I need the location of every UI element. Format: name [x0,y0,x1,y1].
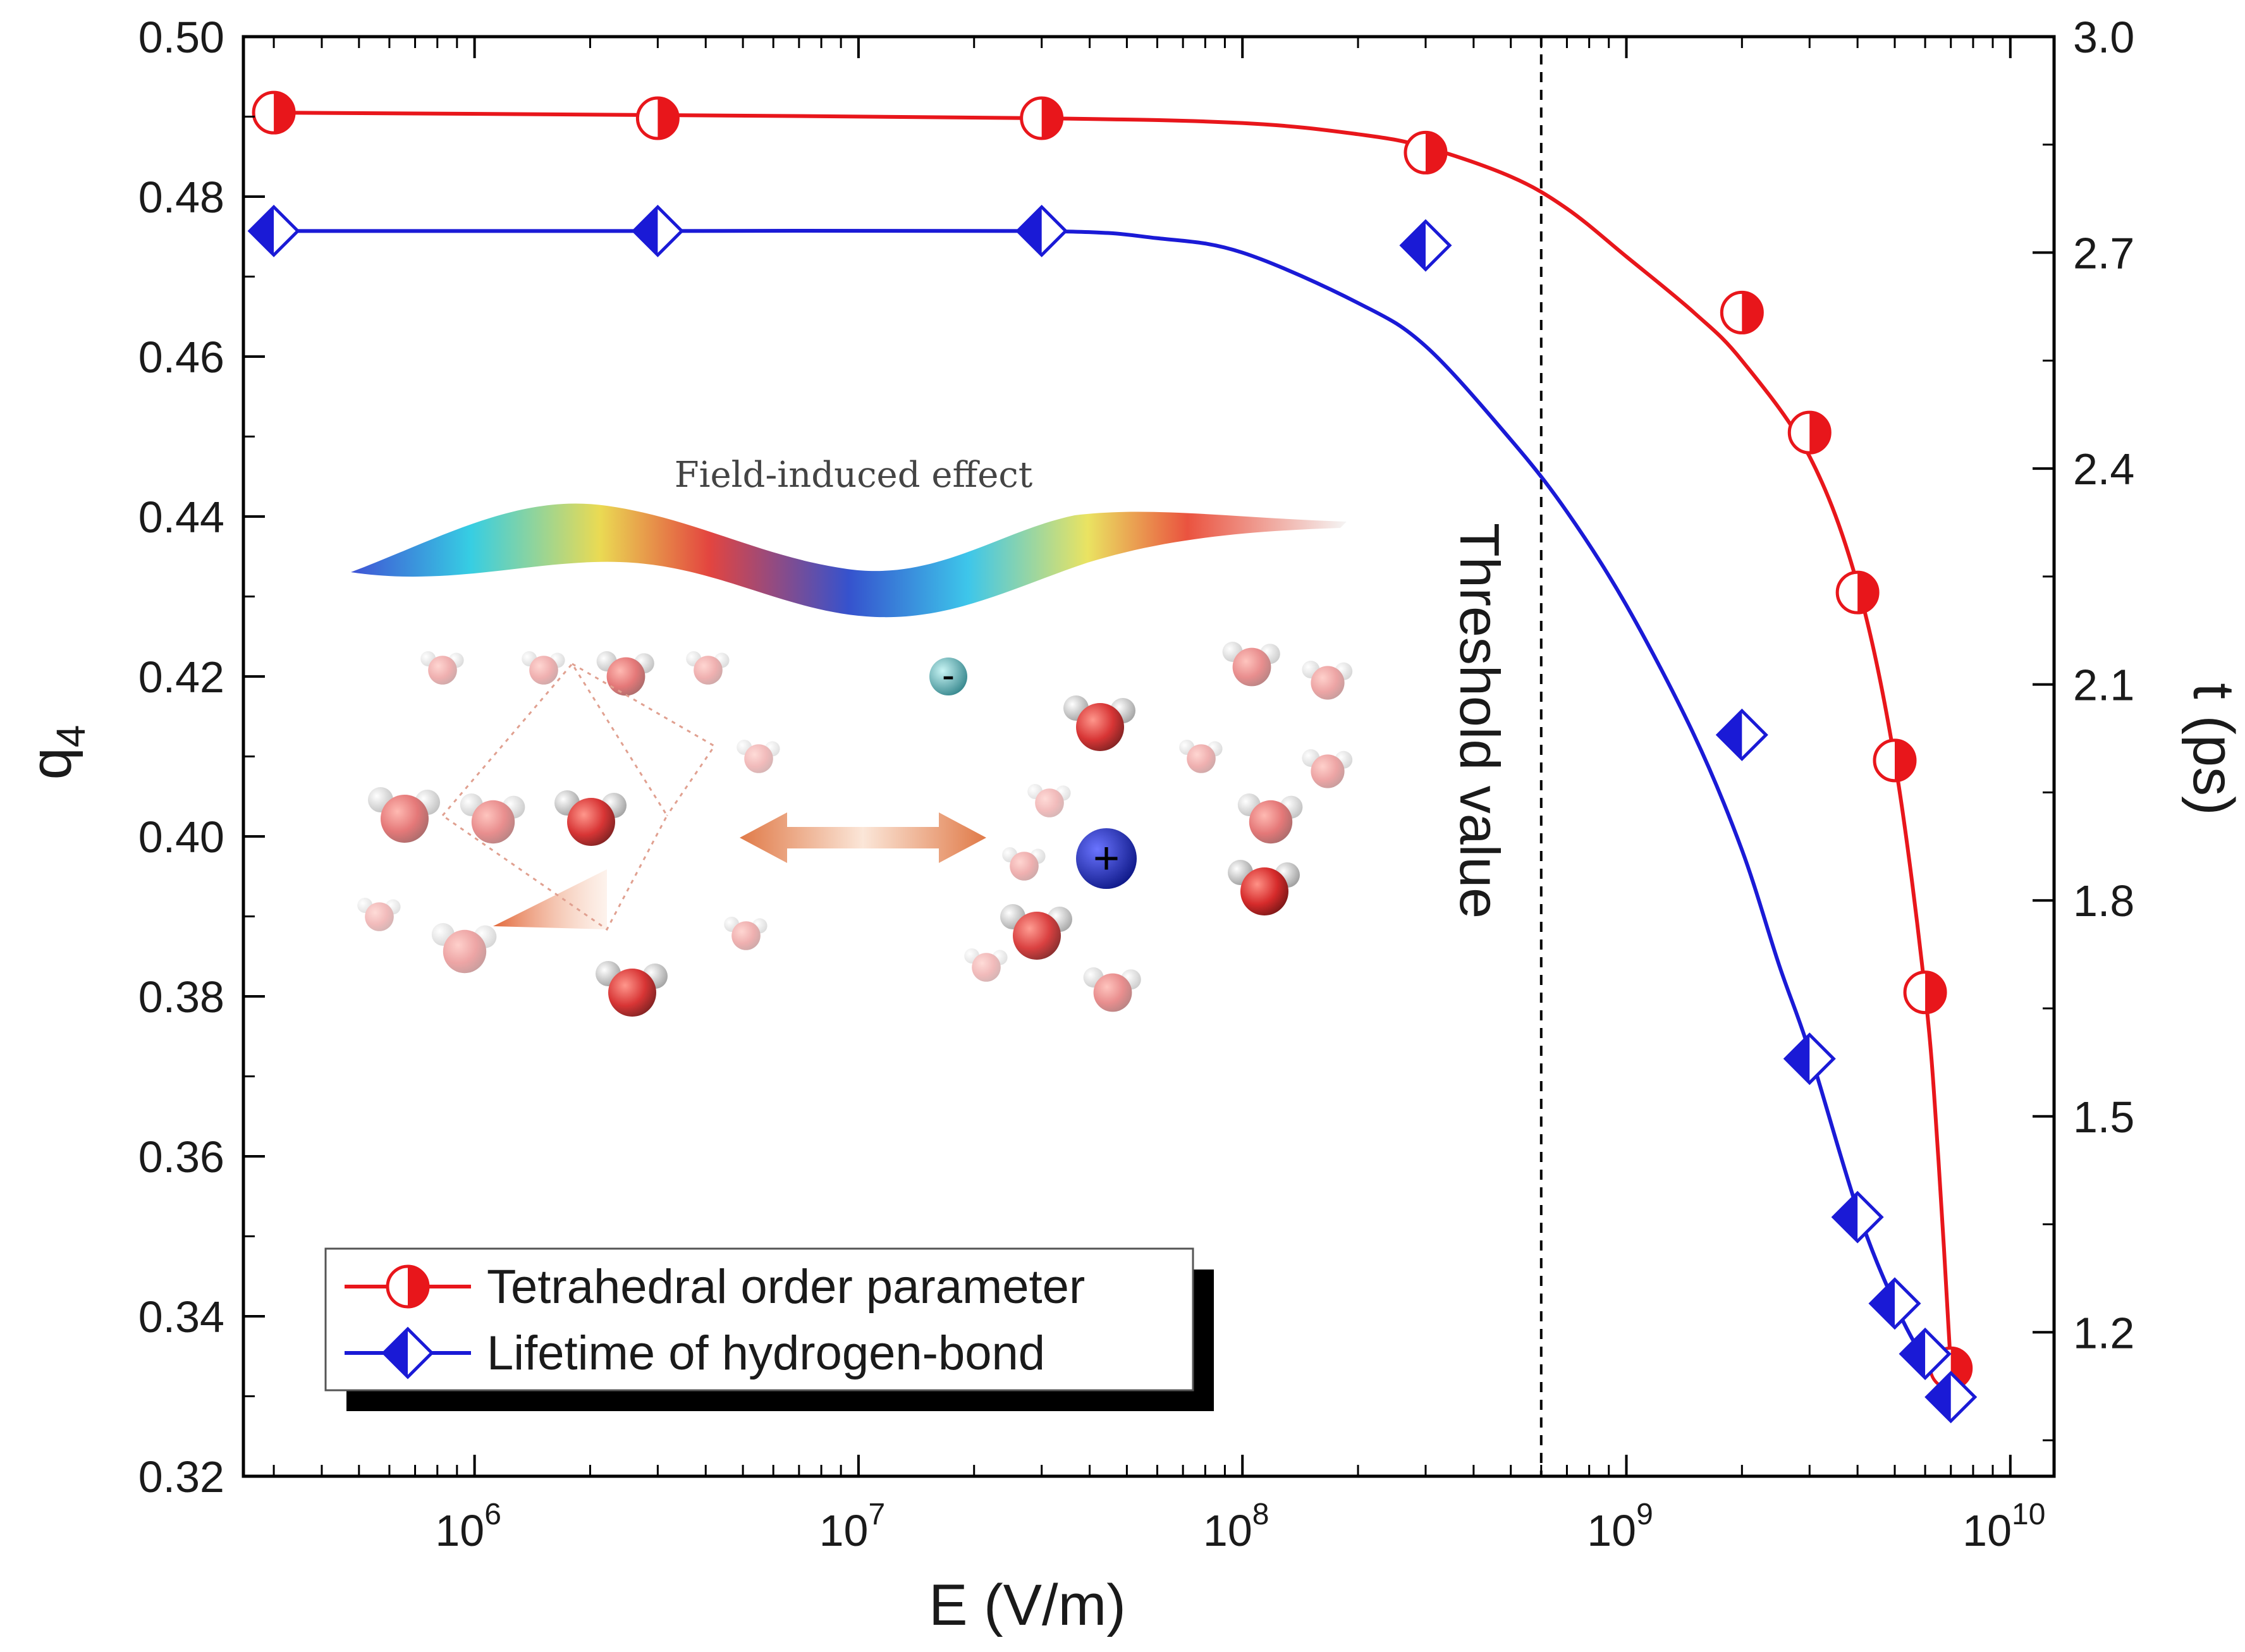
y-right-tick-label: 2.7 [2073,229,2134,278]
x-tick-label: 106 [435,1498,501,1555]
anion-ion: - [929,654,967,696]
y-right-axis-title: t (ps) [2181,683,2245,816]
water-molecule [1302,661,1353,700]
legend-marker-circle [386,1264,430,1309]
water-molecule [1000,904,1072,960]
inset-title: Field-induced effect [675,455,1033,496]
hbond-lifetime-point [631,204,684,257]
water-molecule [368,787,440,843]
cation-symbol: + [1093,833,1120,884]
water-molecule [1027,784,1071,817]
tetrahedral-point [1720,290,1764,334]
water-molecule [1228,860,1300,915]
x-tick-label: 107 [819,1498,886,1555]
hbond-lifetime-point [1015,204,1068,257]
tetrahedral-point [1020,96,1064,140]
hbond-lifetime-point [1399,219,1452,272]
plot-frame [242,35,2056,1478]
tetrahedral-point [1903,970,1947,1015]
tetrahedral-point [1787,410,1832,455]
water-molecule [1063,695,1135,751]
y-left-axis-title: q4 [19,725,94,780]
water-molecules [357,642,1353,1017]
water-molecule [596,961,668,1017]
legend-label: Tetrahedral order parameter [487,1260,1085,1314]
water-molecule [1237,793,1303,844]
water-molecule [1302,749,1353,788]
hbond-lifetime-point [1868,1277,1921,1330]
y-left-tick-label: 0.36 [138,1132,224,1182]
y-left-tick-label: 0.48 [138,173,224,222]
tetrahedral-point [635,96,680,140]
water-molecule [431,923,497,974]
y-left-axis-title-main: q [19,747,83,780]
x-tick-label: 108 [1203,1498,1269,1555]
water-molecule [1222,642,1280,687]
water-molecule [964,948,1008,982]
y-right-tick-label: 2.1 [2073,661,2134,710]
water-molecule [1083,967,1141,1012]
water-molecule [686,651,730,685]
y-right-tick-label: 1.2 [2073,1308,2134,1357]
hbond-lifetime-point [1924,1371,1978,1424]
y-left-tick-label: 0.46 [138,333,224,382]
legend: Tetrahedral order parameter Lifetime of h… [324,1247,1214,1411]
y-right-tick-label: 1.5 [2073,1092,2134,1142]
y-right-tick-label: 3.0 [2073,13,2134,62]
hbond-lifetime-point [1783,1032,1836,1086]
hbond-lifetime-point [247,204,300,257]
x-tick-label: 109 [1587,1498,1653,1555]
water-molecule [460,793,525,844]
y-left-axis-title-subscript: 4 [48,725,94,748]
y-right-tick-label: 2.4 [2073,444,2134,494]
cation-ion: + [1076,828,1137,889]
legend-marker-diamond [381,1326,434,1380]
y-right-tick-label: 1.8 [2073,876,2134,926]
tetrahedron-cone [441,662,716,931]
x-axis-title: E (V/m) [929,1573,1126,1637]
inset-illustration: Field-induced effect + - [351,455,1353,1017]
legend-label: Lifetime of hydrogen-bond [487,1326,1045,1380]
double-arrow [740,812,986,863]
fit-curve-tetrahedral [274,111,1953,1369]
hbond-lifetime-point [1715,708,1768,761]
y-left-tick-label: 0.42 [138,652,224,702]
legend-entry: Lifetime of hydrogen-bond [345,1326,1045,1380]
water-molecule [1002,847,1046,881]
tetrahedral-point [1404,130,1448,174]
y-left-tick-label: 0.44 [138,493,224,542]
fit-curve-hbond-lifetime [274,228,1953,1398]
water-molecule [554,790,627,846]
tetrahedral-point [252,90,296,135]
hbond-lifetime-point [1831,1190,1884,1244]
y-left-tick-label: 0.32 [138,1452,224,1502]
water-molecule [357,898,401,931]
x-tick-label: 1010 [1962,1498,2045,1555]
svg-text:q4: q4 [19,725,94,780]
tetrahedral-point [1835,570,1880,615]
legend-box [324,1247,1194,1392]
threshold-label: Threshold value [1448,523,1511,919]
anion-symbol: - [942,654,955,696]
water-molecule [724,917,768,950]
field-wave-sheet [351,503,1347,618]
tetrahedral-point [1873,738,1917,783]
hbond-lifetime-point [1899,1327,1952,1380]
water-molecule [1179,740,1223,773]
y-left-tick-label: 0.40 [138,812,224,862]
water-molecule [596,651,654,696]
y-left-tick-label: 0.38 [138,972,224,1022]
water-molecule [522,651,565,685]
y-left-tick-label: 0.34 [138,1292,224,1342]
legend-entry: Tetrahedral order parameter [345,1260,1085,1314]
water-molecule [737,740,780,773]
water-molecule [420,651,464,685]
y-left-tick-label: 0.50 [138,13,224,62]
